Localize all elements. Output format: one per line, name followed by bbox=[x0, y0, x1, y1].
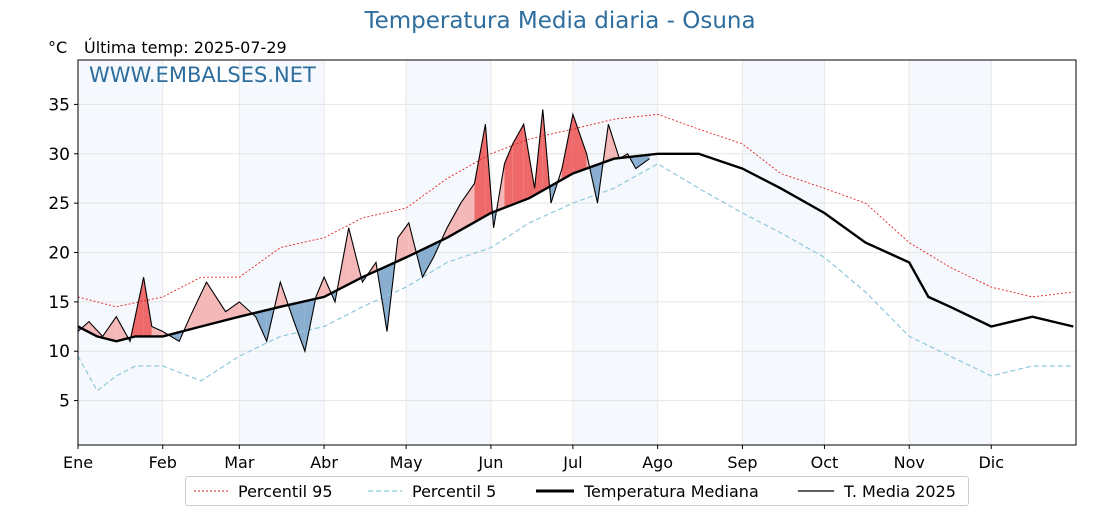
x-tick-label: Sep bbox=[727, 453, 757, 472]
legend-label-current: T. Media 2025 bbox=[844, 482, 956, 501]
x-tick-label: Nov bbox=[894, 453, 925, 472]
x-tick-label: Oct bbox=[811, 453, 839, 472]
x-tick-label: Jul bbox=[562, 453, 582, 472]
x-tick-label: Abr bbox=[310, 453, 338, 472]
y-tick-label: 30 bbox=[48, 145, 70, 165]
legend-item-p95: Percentil 95 bbox=[194, 481, 333, 501]
legend-label-p5: Percentil 5 bbox=[412, 482, 496, 501]
legend-item-current: T. Media 2025 bbox=[798, 481, 956, 501]
legend-item-p5: Percentil 5 bbox=[368, 481, 496, 501]
x-tick-label: Jun bbox=[477, 453, 503, 472]
y-tick-label: 10 bbox=[48, 342, 70, 362]
x-tick-label: Dic bbox=[978, 453, 1004, 472]
anomaly-above bbox=[398, 223, 409, 261]
anomaly-above bbox=[190, 282, 206, 329]
y-axis-unit: °C bbox=[48, 38, 67, 57]
legend-label-p95: Percentil 95 bbox=[238, 482, 333, 501]
last-update-label: Última temp: 2025-07-29 bbox=[84, 38, 287, 57]
legend-swatch-median bbox=[536, 486, 574, 496]
legend: Percentil 95 Percentil 5 Temperatura Med… bbox=[185, 476, 969, 506]
legend-swatch-current bbox=[798, 486, 834, 496]
series-current-line bbox=[78, 109, 650, 351]
y-tick-label: 35 bbox=[48, 95, 70, 115]
anomaly-above bbox=[513, 124, 524, 204]
y-tick-label: 15 bbox=[48, 293, 70, 313]
legend-swatch-p95 bbox=[194, 486, 228, 496]
x-tick-label: Feb bbox=[149, 453, 177, 472]
legend-item-median: Temperatura Mediana bbox=[536, 481, 759, 501]
anomaly-above bbox=[207, 282, 226, 325]
chart-title: Temperatura Media diaria - Osuna bbox=[0, 8, 1120, 34]
x-tick-label: Ago bbox=[642, 453, 673, 472]
x-tick-label: Ene bbox=[63, 453, 93, 472]
y-tick-label: 25 bbox=[48, 194, 70, 214]
x-tick-label: May bbox=[390, 453, 423, 472]
x-tick-label: Mar bbox=[224, 453, 255, 472]
y-tick-label: 5 bbox=[59, 392, 70, 412]
y-tick-label: 20 bbox=[48, 244, 70, 264]
watermark: WWW.EMBALSES.NET bbox=[89, 63, 316, 87]
legend-label-median: Temperatura Mediana bbox=[584, 482, 759, 501]
legend-swatch-p5 bbox=[368, 486, 402, 496]
